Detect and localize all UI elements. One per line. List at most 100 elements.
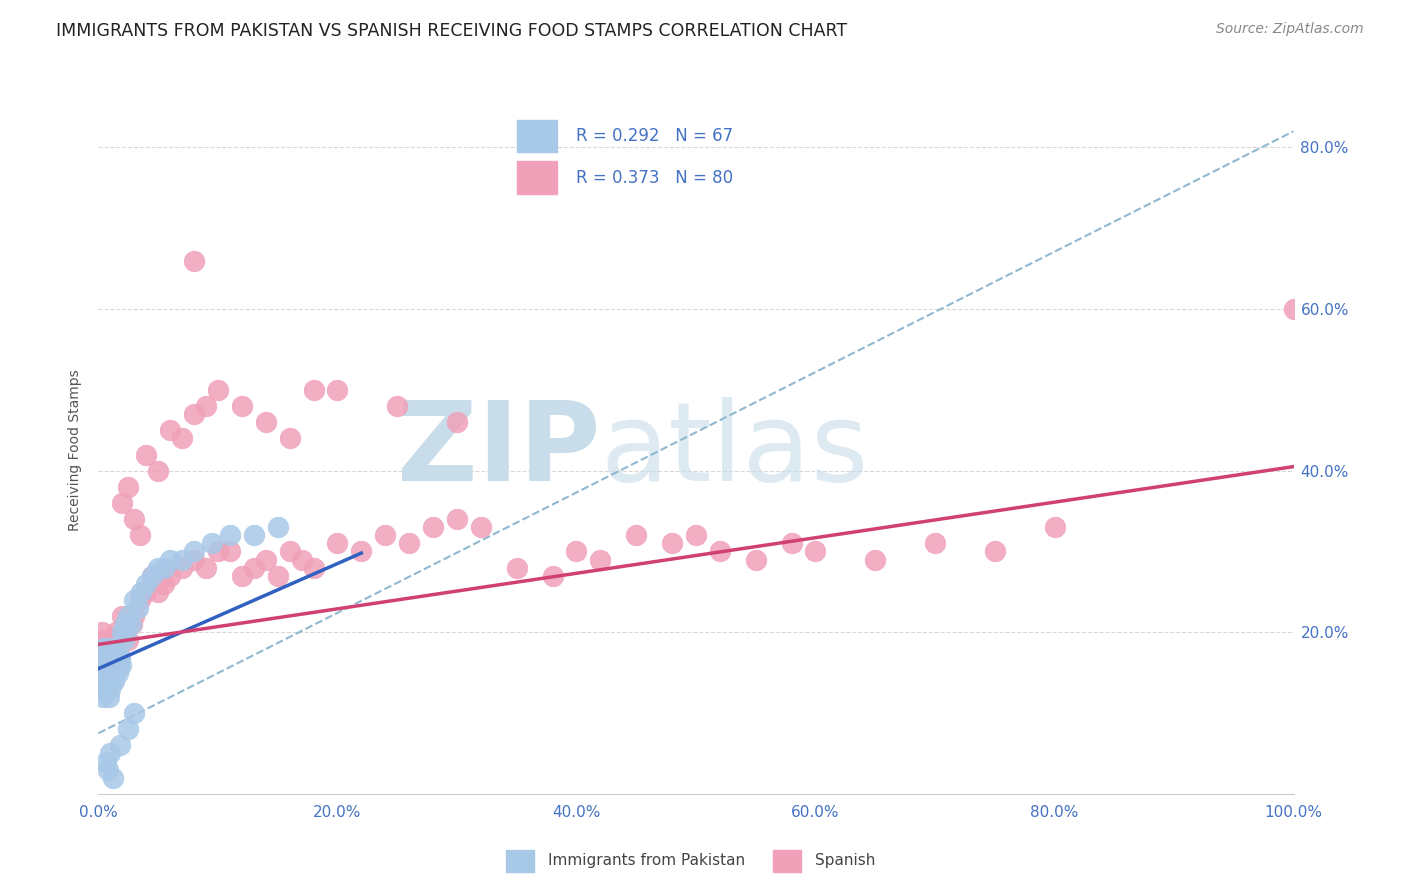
Point (91, 673, 114, 688)
Point (172, 431, 194, 445)
Point (111, 625, 134, 640)
Text: ZIP: ZIP (396, 397, 600, 504)
Point (98, 633, 122, 648)
Point (124, 706, 146, 720)
Point (117, 723, 139, 737)
Point (129, 528, 152, 542)
Point (278, 431, 301, 445)
Point (105, 641, 128, 656)
Point (117, 633, 139, 648)
Point (98, 681, 122, 696)
Point (446, 512, 468, 526)
Point (148, 560, 170, 574)
Point (207, 544, 229, 558)
Point (98, 649, 122, 664)
FancyBboxPatch shape (517, 161, 557, 194)
Point (101, 771, 124, 785)
Point (93, 649, 115, 664)
Text: IMMIGRANTS FROM PAKISTAN VS SPANISH RECEIVING FOOD STAMPS CORRELATION CHART: IMMIGRANTS FROM PAKISTAN VS SPANISH RECE… (56, 22, 848, 40)
Point (115, 625, 138, 640)
Point (219, 528, 242, 542)
Point (96, 665, 118, 680)
Point (506, 560, 529, 574)
Point (984, 544, 1007, 558)
Point (107, 665, 129, 680)
Point (111, 609, 134, 624)
Point (108, 649, 131, 664)
Point (93, 641, 115, 656)
Point (91, 633, 114, 648)
Point (104, 649, 127, 664)
Point (108, 649, 131, 664)
Point (91, 625, 114, 640)
Point (98, 641, 122, 656)
Point (97, 649, 120, 664)
Point (98, 747, 122, 761)
Point (97, 641, 120, 656)
Point (1282, 301, 1305, 316)
Point (804, 544, 827, 558)
Point (101, 665, 124, 680)
Point (267, 568, 290, 582)
Point (104, 641, 127, 656)
Point (98, 657, 122, 672)
Point (326, 383, 349, 397)
Point (100, 641, 122, 656)
Point (121, 617, 143, 632)
Point (91, 657, 114, 672)
Point (117, 480, 139, 494)
Point (231, 399, 253, 413)
Point (159, 423, 181, 437)
Point (104, 665, 127, 680)
Point (183, 407, 205, 421)
Text: R = 0.292   N = 67: R = 0.292 N = 67 (575, 127, 733, 145)
Point (183, 253, 205, 268)
Point (100, 673, 122, 688)
Point (148, 585, 170, 599)
Text: Spanish: Spanish (815, 854, 876, 868)
Point (103, 657, 125, 672)
Point (101, 649, 124, 664)
Point (127, 601, 149, 615)
Point (108, 739, 131, 753)
Point (93, 657, 115, 672)
Text: Source: ZipAtlas.com: Source: ZipAtlas.com (1216, 22, 1364, 37)
Point (254, 415, 277, 429)
Point (103, 633, 125, 648)
Point (124, 512, 146, 526)
Point (97, 763, 120, 777)
Point (141, 568, 163, 582)
Point (201, 536, 224, 550)
Point (96, 657, 118, 672)
Point (172, 552, 194, 566)
Point (114, 617, 136, 632)
Point (291, 552, 314, 566)
Point (105, 625, 128, 640)
Point (117, 609, 139, 624)
Point (91, 690, 114, 704)
Point (120, 617, 142, 632)
Point (98, 657, 121, 672)
Point (219, 544, 242, 558)
Point (685, 528, 707, 542)
Point (661, 536, 683, 550)
Point (98, 673, 121, 688)
Point (94, 665, 117, 680)
Point (243, 560, 266, 574)
Point (153, 560, 176, 574)
Point (302, 560, 325, 574)
Point (541, 568, 564, 582)
Point (183, 544, 205, 558)
Point (267, 520, 290, 534)
Point (91, 665, 114, 680)
Point (94, 681, 117, 696)
Point (1043, 520, 1066, 534)
Point (709, 544, 731, 558)
Point (148, 464, 170, 478)
Point (107, 649, 129, 664)
Point (131, 585, 153, 599)
Point (135, 585, 157, 599)
Point (97, 681, 120, 696)
Point (135, 576, 157, 591)
Point (207, 383, 229, 397)
